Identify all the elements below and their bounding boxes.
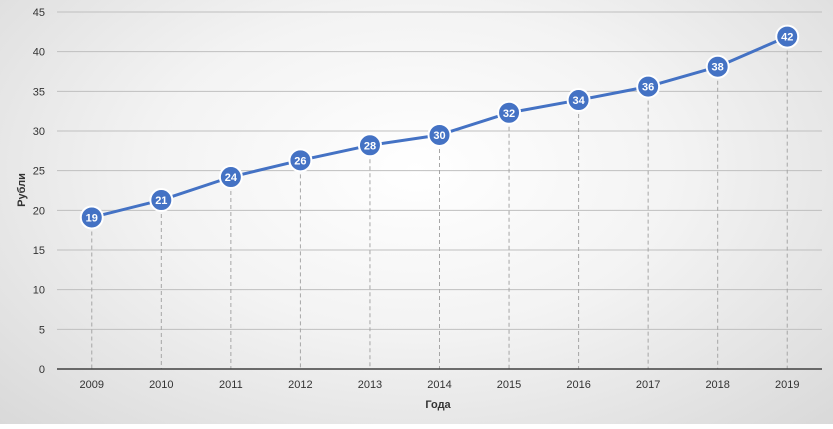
data-point-marker — [79, 205, 104, 230]
x-tick-label: 2009 — [80, 379, 104, 391]
data-point-marker — [427, 122, 452, 147]
y-tick-label: 10 — [33, 285, 45, 297]
y-tick-label: 35 — [33, 86, 45, 98]
y-tick-label: 5 — [39, 324, 45, 336]
x-tick-label: 2018 — [705, 379, 729, 391]
x-tick-label: 2011 — [219, 379, 243, 391]
x-tick-label: 2017 — [636, 379, 660, 391]
x-tick-label: 2012 — [288, 379, 312, 391]
y-tick-label: 30 — [33, 126, 45, 138]
x-tick-label: 2010 — [149, 379, 173, 391]
x-tick-label: 2014 — [427, 379, 451, 391]
data-point-marker — [497, 100, 522, 125]
y-axis-title: Рубли — [16, 173, 28, 207]
y-tick-label: 20 — [33, 205, 45, 217]
series — [79, 24, 800, 230]
data-point-marker — [705, 54, 730, 79]
axes: 0 5 10 15 20 25 30 35 40 45 2009 2010 2011 2012 2013 20… — [33, 7, 822, 391]
data-point-marker — [149, 188, 174, 213]
data-point-marker — [775, 24, 800, 49]
labels: 19 21 24 26 28 30 32 34 36 38 42 — [86, 32, 794, 225]
data-label: 42 — [781, 32, 793, 44]
y-tick-label: 25 — [33, 166, 45, 178]
x-tick-label: 2013 — [358, 379, 382, 391]
y-tick-label: 40 — [33, 47, 45, 59]
data-label: 28 — [364, 140, 376, 152]
data-label: 21 — [155, 195, 167, 207]
data-label: 19 — [86, 212, 98, 224]
data-label: 38 — [712, 62, 724, 74]
data-point-marker — [288, 148, 313, 173]
y-tick-label: 45 — [33, 7, 45, 19]
data-label: 36 — [642, 82, 654, 94]
data-label: 32 — [503, 108, 515, 120]
data-point-marker — [566, 88, 591, 113]
y-tick-label: 0 — [39, 364, 45, 376]
data-label: 30 — [433, 130, 445, 142]
data-label: 26 — [294, 155, 306, 167]
data-point-marker — [357, 133, 382, 158]
data-label: 24 — [225, 172, 238, 184]
data-point-marker — [218, 165, 243, 190]
drop-lines — [91, 36, 788, 369]
data-label: 34 — [572, 95, 585, 107]
x-axis-title: Года — [425, 399, 451, 411]
x-tick-label: 2019 — [775, 379, 799, 391]
y-tick-label: 15 — [33, 245, 45, 257]
data-point-marker — [636, 74, 661, 99]
x-tick-label: 2016 — [566, 379, 590, 391]
x-tick-label: 2015 — [497, 379, 521, 391]
